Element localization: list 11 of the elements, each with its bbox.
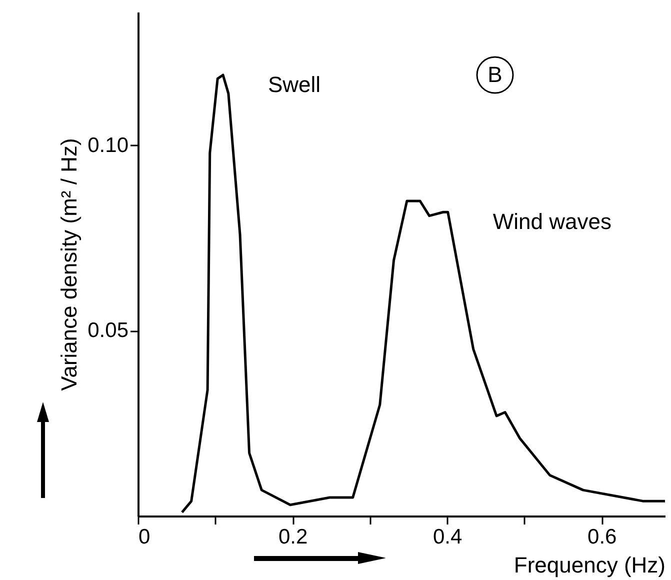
y-axis-title: Variance density (m² / Hz) bbox=[56, 138, 82, 391]
annotation: Swell bbox=[268, 72, 321, 97]
x-axis-title: Frequency (Hz) bbox=[514, 552, 666, 578]
y-tick-label: 0.05 bbox=[88, 319, 128, 342]
x-tick-label: 0.4 bbox=[432, 526, 463, 548]
annotation: B bbox=[488, 62, 502, 87]
y-tick-label: 0.10 bbox=[88, 134, 128, 157]
annotation: Wind waves bbox=[492, 209, 612, 234]
x-tick-label: 0 bbox=[138, 526, 150, 548]
x-tick-label: 0.2 bbox=[278, 526, 308, 548]
x-tick-label: 0.6 bbox=[588, 526, 617, 548]
